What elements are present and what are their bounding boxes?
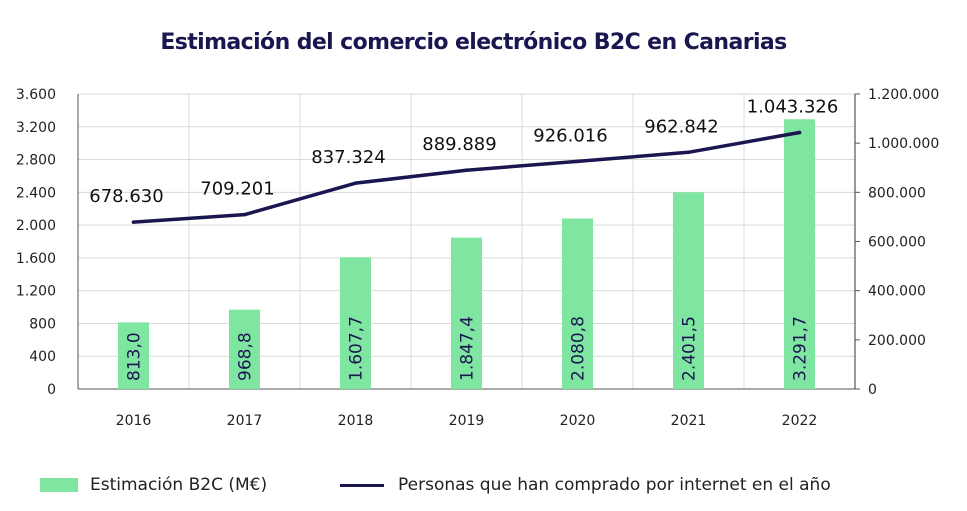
right-tick-label: 800.000 <box>868 185 926 201</box>
bar-value-label: 1.607,7 <box>347 316 367 381</box>
right-tick-label: 600.000 <box>868 235 926 251</box>
bar <box>340 257 371 389</box>
left-tick-label: 400 <box>29 349 56 365</box>
legend-swatch-line <box>340 483 384 487</box>
line-point <box>464 168 469 173</box>
bar <box>784 119 815 389</box>
x-tick-label: 2019 <box>449 413 485 429</box>
legend-label-line: Personas que han comprado por internet e… <box>398 475 831 495</box>
bar-value-label: 1.847,4 <box>458 316 478 381</box>
bar-value-label: 3.291,7 <box>791 316 811 381</box>
line-series <box>131 130 802 224</box>
line-value-label: 889.889 <box>422 134 496 155</box>
line-point <box>797 130 802 135</box>
right-tick-label: 1.200.000 <box>868 87 939 103</box>
chart-plot: 0 400 800 1.200 1.600 2.000 2.400 2.800 3.200 3.6… <box>16 87 939 429</box>
data-labels: 813,0 968,8 1.607,7 1.847,4 2.080,8 2.401,5 3.… <box>89 97 838 381</box>
right-tick-label: 400.000 <box>868 284 926 300</box>
line-point <box>575 159 580 164</box>
line-value-label: 709.201 <box>200 179 274 200</box>
line-point <box>242 212 247 217</box>
bar-value-label: 2.401,5 <box>680 316 700 381</box>
left-tick-label: 1.600 <box>16 251 56 267</box>
x-tick-label: 2017 <box>227 413 263 429</box>
legend-item-line: Personas que han comprado por internet e… <box>340 474 831 496</box>
legend-item-bars: Estimación B2C (M€) <box>40 474 267 496</box>
line-value-label: 962.842 <box>644 116 718 137</box>
legend-label-bars: Estimación B2C (M€) <box>90 475 268 495</box>
axes: 0 400 800 1.200 1.600 2.000 2.400 2.800 3.200 3.6… <box>16 87 939 429</box>
chart-title: Estimación del comercio electrónico B2C … <box>160 30 787 55</box>
line-value-label: 1.043.326 <box>747 97 839 118</box>
legend-swatch-bar <box>40 478 78 492</box>
bar <box>673 192 704 389</box>
line-point <box>353 181 358 185</box>
line-point <box>686 150 691 155</box>
left-tick-label: 800 <box>29 316 56 332</box>
bar <box>562 218 593 389</box>
right-tick-label: 200.000 <box>868 333 926 349</box>
left-tick-label: 2.000 <box>16 218 56 234</box>
left-tick-label: 0 <box>47 382 56 398</box>
bar <box>451 237 482 389</box>
bar <box>229 309 260 389</box>
bar-value-label: 968,8 <box>236 332 256 381</box>
line-point <box>131 220 136 224</box>
bar-value-label: 813,0 <box>125 332 145 381</box>
line-value-label: 837.324 <box>311 147 385 168</box>
line-value-label: 678.630 <box>89 186 163 207</box>
left-tick-label: 2.800 <box>16 153 56 169</box>
x-tick-label: 2021 <box>671 413 707 429</box>
bar <box>118 322 149 389</box>
line-value-label: 926.016 <box>533 125 607 146</box>
left-tick-label: 3.600 <box>16 87 56 103</box>
x-tick-label: 2016 <box>116 413 152 429</box>
x-tick-label: 2018 <box>338 413 374 429</box>
right-tick-label: 0 <box>868 382 877 398</box>
bar-series <box>118 119 815 389</box>
x-tick-label: 2020 <box>560 413 596 429</box>
left-tick-label: 1.200 <box>16 284 56 300</box>
right-tick-label: 1.000.000 <box>868 136 939 152</box>
left-tick-label: 2.400 <box>16 185 56 201</box>
x-tick-label: 2022 <box>782 413 818 429</box>
left-tick-label: 3.200 <box>16 120 56 136</box>
bar-value-label: 2.080,8 <box>569 316 589 381</box>
